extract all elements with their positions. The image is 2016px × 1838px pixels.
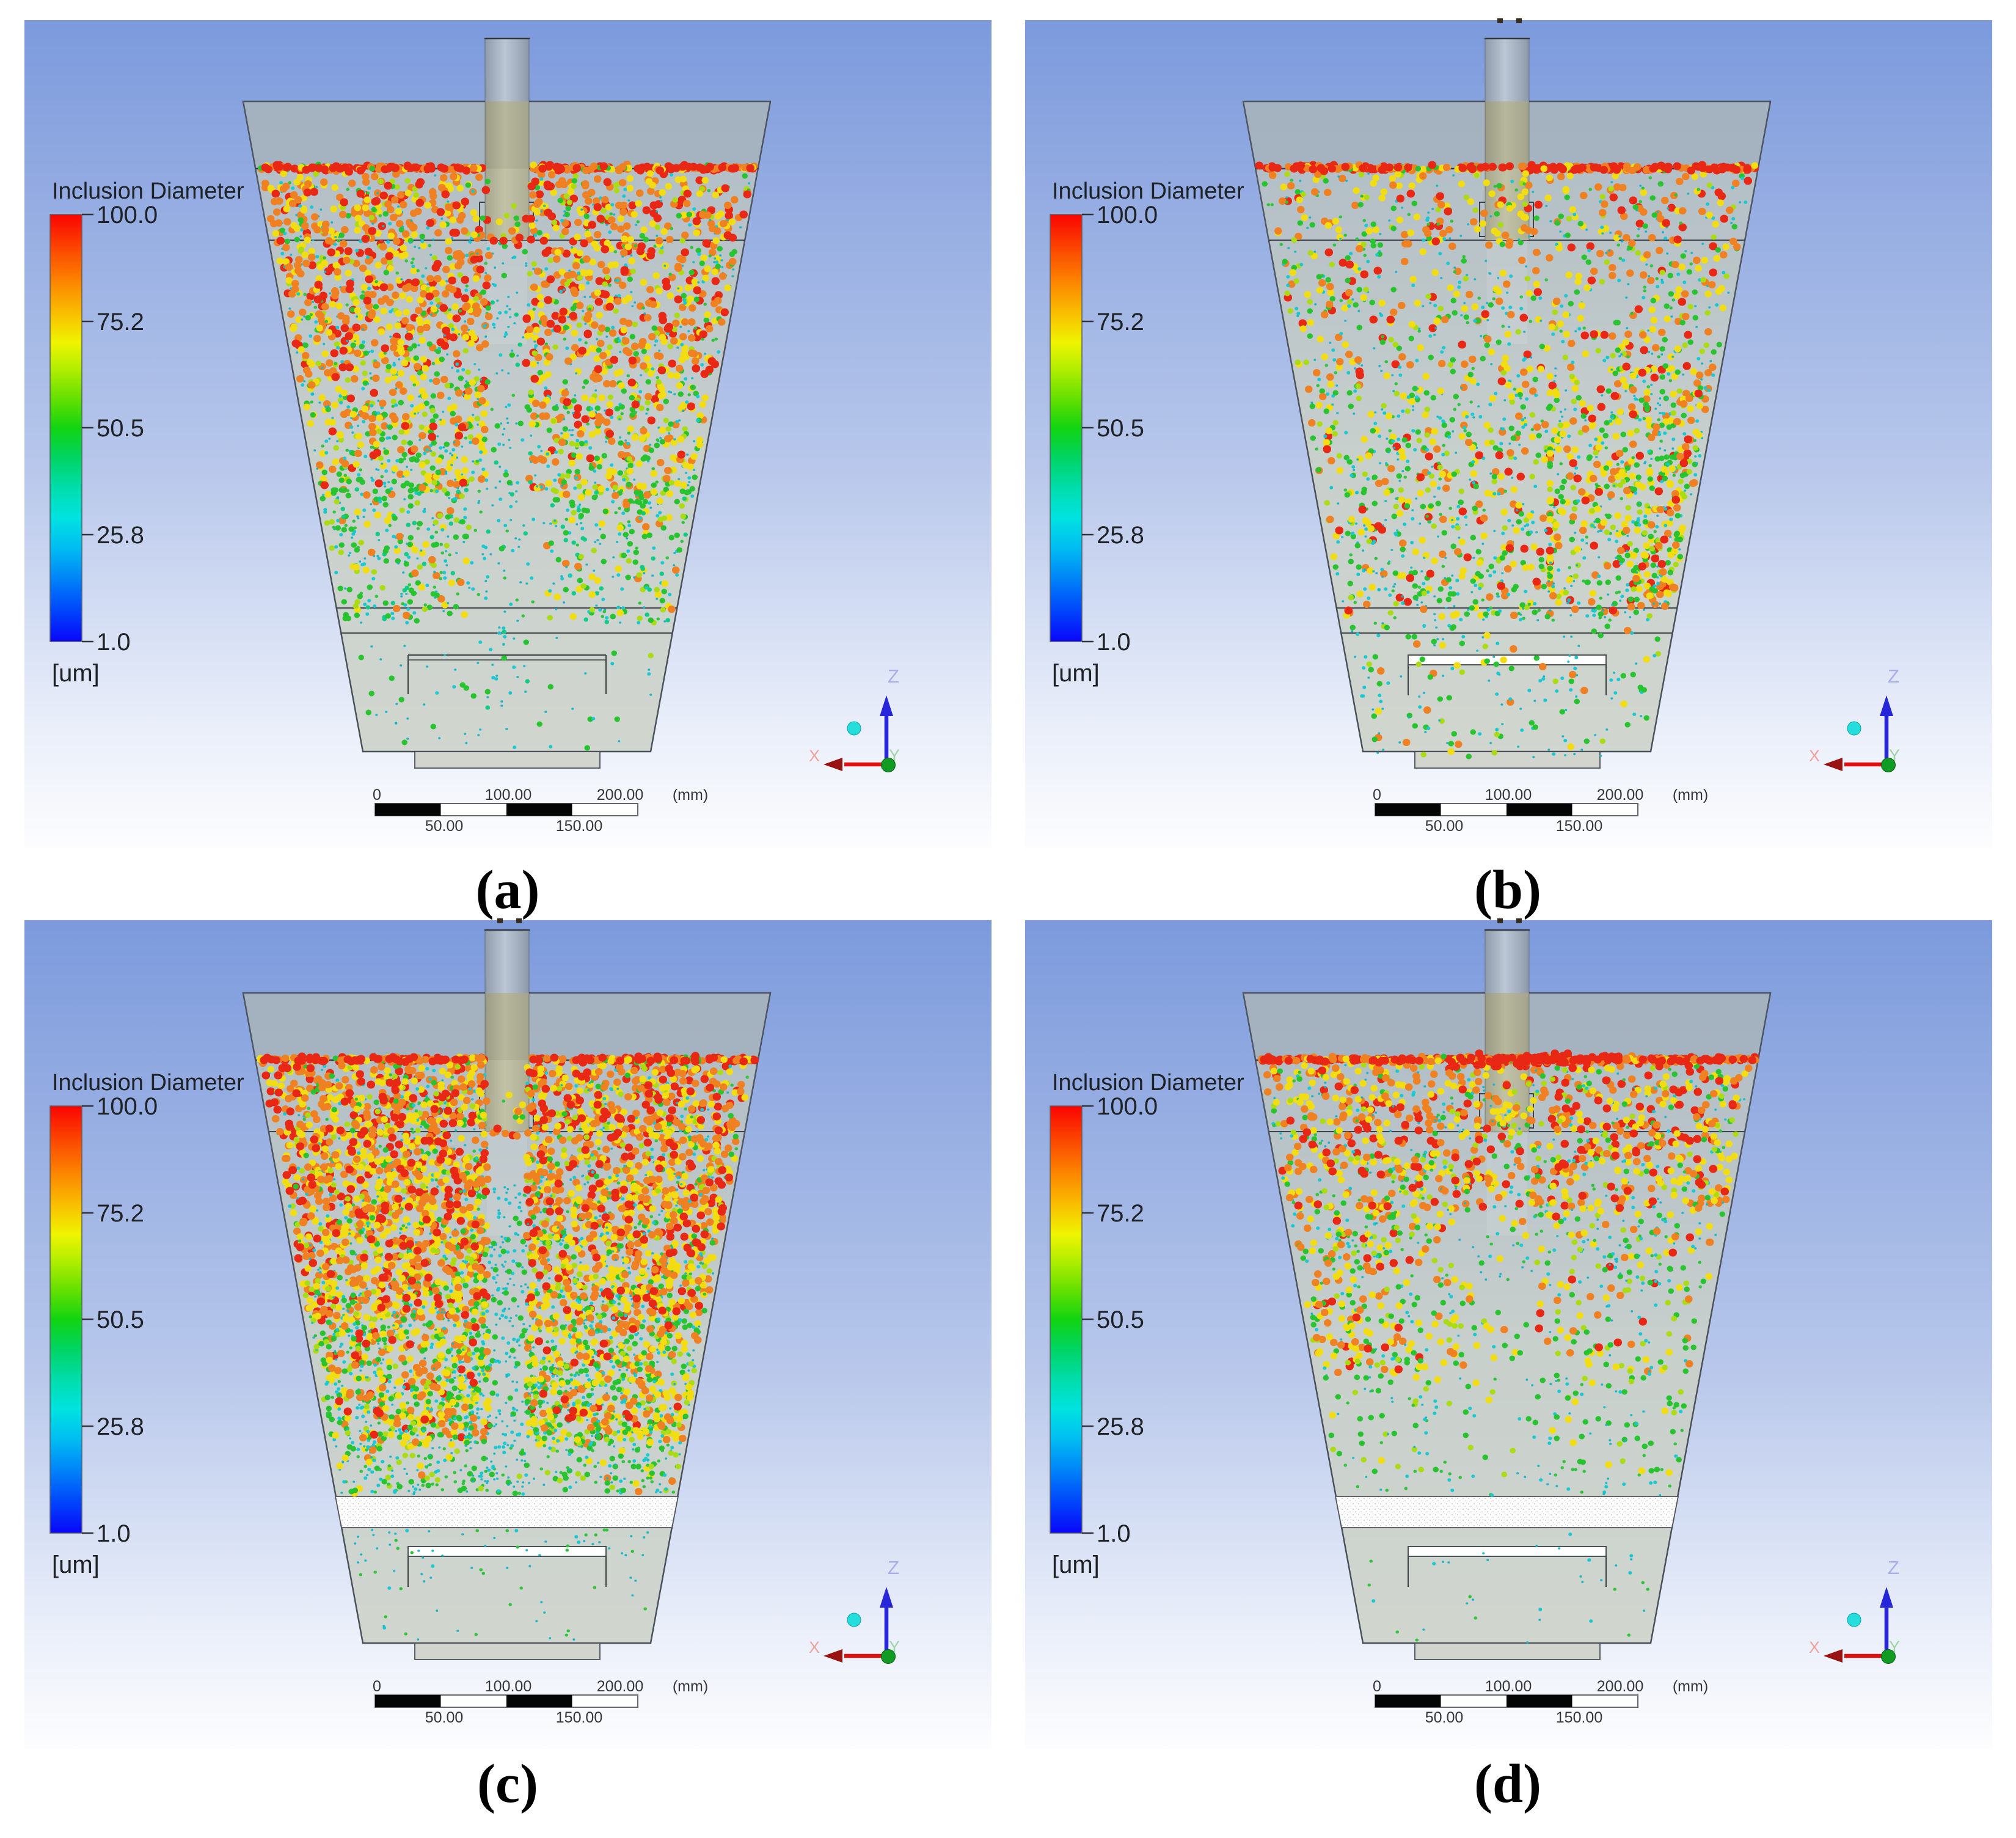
svg-text:100.00: 100.00 bbox=[485, 1678, 531, 1695]
svg-text:150.00: 150.00 bbox=[556, 1709, 602, 1726]
svg-text:200.00: 200.00 bbox=[597, 786, 643, 804]
svg-text:(mm): (mm) bbox=[673, 1678, 708, 1695]
svg-text:150.00: 150.00 bbox=[1556, 1709, 1602, 1726]
svg-text:200.00: 200.00 bbox=[1597, 1678, 1643, 1695]
svg-text:[um]: [um] bbox=[52, 1551, 100, 1578]
svg-text:75.2: 75.2 bbox=[97, 309, 144, 335]
svg-text:25.8: 25.8 bbox=[97, 1413, 144, 1440]
svg-text:[um]: [um] bbox=[1052, 660, 1100, 687]
svg-text:(mm): (mm) bbox=[1673, 1678, 1708, 1695]
svg-text:(mm): (mm) bbox=[1673, 786, 1708, 804]
svg-text:50.00: 50.00 bbox=[425, 818, 464, 835]
svg-text:1.0: 1.0 bbox=[97, 1520, 131, 1547]
svg-text:1.0: 1.0 bbox=[1097, 629, 1131, 656]
svg-text:X: X bbox=[809, 1638, 820, 1657]
svg-text:25.8: 25.8 bbox=[1097, 522, 1144, 549]
svg-text:(a): (a) bbox=[476, 860, 540, 920]
svg-text:0: 0 bbox=[373, 786, 381, 804]
svg-text:Inclusion Diameter: Inclusion Diameter bbox=[1052, 1070, 1244, 1096]
svg-text:0: 0 bbox=[373, 1678, 381, 1695]
svg-text:75.2: 75.2 bbox=[1097, 1200, 1144, 1227]
svg-text:200.00: 200.00 bbox=[1597, 786, 1643, 804]
svg-text:[um]: [um] bbox=[1052, 1551, 1100, 1578]
svg-text:100.00: 100.00 bbox=[485, 786, 531, 804]
svg-text:50.5: 50.5 bbox=[1097, 415, 1144, 442]
svg-text:(c): (c) bbox=[477, 1754, 538, 1814]
svg-text:200.00: 200.00 bbox=[597, 1678, 643, 1695]
svg-text:100.0: 100.0 bbox=[97, 1093, 158, 1120]
svg-text:0: 0 bbox=[1373, 1678, 1381, 1695]
svg-text:25.8: 25.8 bbox=[1097, 1413, 1144, 1440]
svg-text:1.0: 1.0 bbox=[1097, 1520, 1131, 1547]
svg-text:100.0: 100.0 bbox=[1097, 202, 1158, 229]
svg-text:100.0: 100.0 bbox=[1097, 1093, 1158, 1120]
svg-text:100.00: 100.00 bbox=[1485, 786, 1532, 804]
svg-text:X: X bbox=[809, 747, 820, 765]
svg-text:150.00: 150.00 bbox=[556, 818, 602, 835]
svg-text:150.00: 150.00 bbox=[1556, 818, 1602, 835]
svg-text:50.5: 50.5 bbox=[97, 1306, 144, 1333]
svg-text:[um]: [um] bbox=[52, 660, 100, 687]
svg-text:Inclusion Diameter: Inclusion Diameter bbox=[1052, 178, 1244, 204]
svg-text:75.2: 75.2 bbox=[1097, 309, 1144, 335]
svg-text:50.00: 50.00 bbox=[425, 1709, 464, 1726]
svg-text:100.0: 100.0 bbox=[97, 202, 158, 229]
svg-text:50.00: 50.00 bbox=[1425, 818, 1464, 835]
svg-text:100.00: 100.00 bbox=[1485, 1678, 1532, 1695]
svg-text:X: X bbox=[1809, 747, 1820, 765]
svg-text:(d): (d) bbox=[1474, 1754, 1541, 1814]
svg-text:50.5: 50.5 bbox=[97, 415, 144, 442]
svg-text:Z: Z bbox=[888, 665, 899, 687]
svg-text:(b): (b) bbox=[1474, 860, 1541, 920]
svg-text:Inclusion Diameter: Inclusion Diameter bbox=[52, 1070, 244, 1096]
svg-text:50.5: 50.5 bbox=[1097, 1306, 1144, 1333]
svg-text:Z: Z bbox=[1888, 665, 1899, 687]
svg-text:(mm): (mm) bbox=[673, 786, 708, 804]
svg-text:75.2: 75.2 bbox=[97, 1200, 144, 1227]
svg-text:1.0: 1.0 bbox=[97, 629, 131, 656]
svg-text:Z: Z bbox=[888, 1557, 899, 1578]
svg-text:Inclusion Diameter: Inclusion Diameter bbox=[52, 178, 244, 204]
svg-text:50.00: 50.00 bbox=[1425, 1709, 1464, 1726]
svg-text:X: X bbox=[1809, 1638, 1820, 1657]
svg-text:25.8: 25.8 bbox=[97, 522, 144, 549]
svg-text:Z: Z bbox=[1888, 1557, 1899, 1578]
svg-text:0: 0 bbox=[1373, 786, 1381, 804]
